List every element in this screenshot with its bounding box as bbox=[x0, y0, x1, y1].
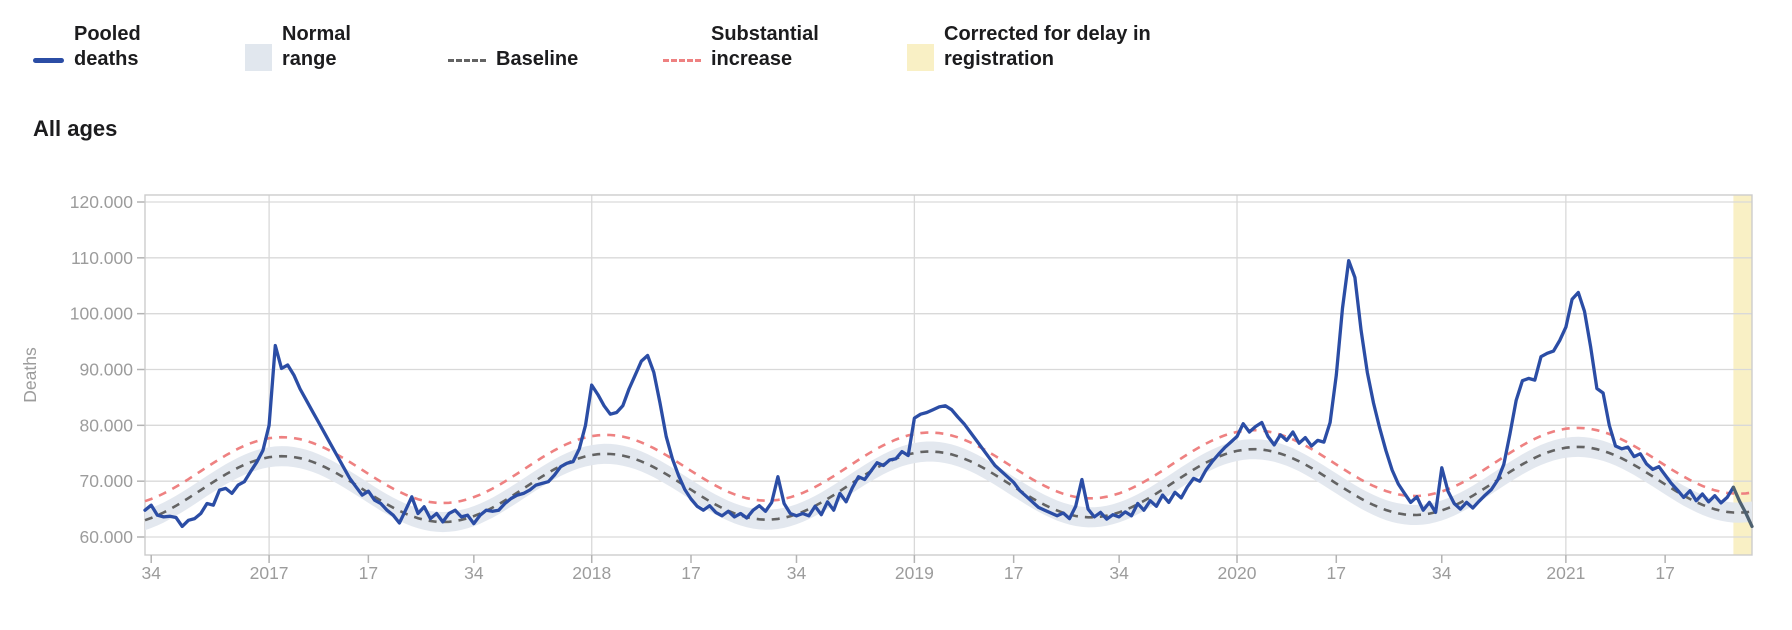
y-axis-label: 100.000 bbox=[70, 304, 134, 324]
legend-label-delay-correction: Corrected for delay in registration bbox=[944, 23, 1151, 70]
normal-range-box-swatch bbox=[245, 44, 272, 71]
normal-range-band bbox=[145, 436, 1752, 533]
legend-item-pooled-deaths: Pooled deaths bbox=[33, 20, 141, 72]
y-axis-label: 70.000 bbox=[79, 471, 133, 491]
x-axis-label: 17 bbox=[1004, 563, 1023, 583]
x-axis-label: 17 bbox=[359, 563, 378, 583]
pooled-deaths-line-swatch bbox=[33, 58, 64, 63]
delay-correction-band bbox=[1733, 195, 1752, 555]
x-axis-label: 34 bbox=[141, 563, 161, 583]
x-axis-label: 17 bbox=[1655, 563, 1674, 583]
x-axis-label: 17 bbox=[681, 563, 700, 583]
x-axis-label: 34 bbox=[464, 563, 484, 583]
pooled-deaths-corrected-tail bbox=[1731, 485, 1754, 529]
baseline-line bbox=[144, 445, 1753, 524]
chart-legend: Pooled deaths Normal range Baseline Subs… bbox=[0, 0, 1792, 95]
legend-item-baseline: Baseline bbox=[448, 20, 578, 72]
x-axis-label: 34 bbox=[1432, 563, 1452, 583]
x-axis-label: 2020 bbox=[1218, 563, 1257, 583]
baseline-dash-swatch bbox=[448, 59, 486, 62]
legend-item-substantial-increase: Substantial increase bbox=[663, 20, 819, 72]
legend-label-normal-range: Normal range bbox=[282, 23, 351, 70]
y-axis-label: 60.000 bbox=[79, 527, 133, 547]
plot-border bbox=[144, 194, 1753, 556]
y-axis-label: 120.000 bbox=[70, 192, 134, 212]
legend-item-delay-correction: Corrected for delay in registration bbox=[907, 20, 1151, 72]
x-axis-label: 34 bbox=[1109, 563, 1129, 583]
x-axis-label: 2019 bbox=[895, 563, 934, 583]
x-axis-label: 34 bbox=[787, 563, 807, 583]
x-axis-label: 2017 bbox=[250, 563, 289, 583]
legend-label-substantial-increase: Substantial increase bbox=[711, 23, 819, 70]
x-axis-label: 2018 bbox=[572, 563, 611, 583]
legend-label-pooled-deaths: Pooled deaths bbox=[74, 23, 141, 70]
x-axis-label: 2021 bbox=[1546, 563, 1585, 583]
y-axis-label: 90.000 bbox=[79, 360, 133, 380]
y-axis-label: 110.000 bbox=[71, 248, 133, 268]
delay-correction-box-swatch bbox=[907, 44, 934, 71]
y-axis-label: 80.000 bbox=[79, 415, 133, 435]
x-axis-label: 17 bbox=[1327, 563, 1346, 583]
legend-item-normal-range: Normal range bbox=[245, 20, 351, 72]
substantial-increase-line bbox=[144, 426, 1753, 505]
pooled-deaths-line bbox=[143, 258, 1736, 529]
y-axis-title: Deaths bbox=[20, 347, 40, 403]
substantial-increase-dash-swatch bbox=[663, 59, 701, 62]
chart-title: All ages bbox=[33, 116, 118, 141]
legend-label-baseline: Baseline bbox=[496, 48, 579, 70]
